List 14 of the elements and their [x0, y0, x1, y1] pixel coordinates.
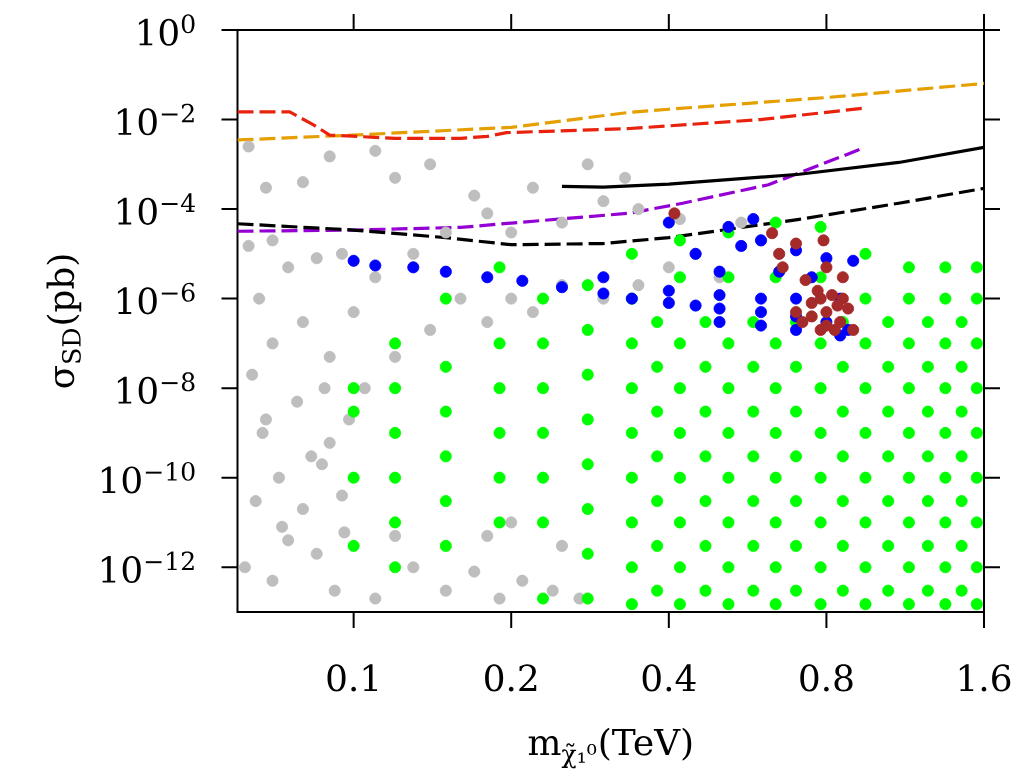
x-tick-label: 0.2	[485, 664, 537, 692]
x-tick-label: 0.1	[327, 664, 378, 692]
y-tick-label: 10$^{−6}$	[117, 282, 195, 315]
y-tick-label: 10$^{−12}$	[101, 551, 194, 584]
x-tick-label: 0.8	[800, 664, 853, 692]
y-tick-label: 10$^{−8}$	[117, 372, 195, 404]
x-tick-label: 1.6	[959, 664, 1011, 692]
y-tick-label: 10$^{0}$	[138, 14, 195, 46]
y-tick-label: 10$^{−10}$	[101, 461, 195, 494]
x-tick-label: 0.4	[642, 664, 696, 692]
y-tick-label: 10$^{−4}$	[117, 193, 195, 225]
x-axis-title: m$_{χ̃₁⁰}$(TeV)	[528, 727, 692, 769]
y-axis-title: σ$_{SD}$(pb)	[46, 255, 82, 388]
y-tick-label: 10$^{−2}$	[117, 103, 194, 136]
